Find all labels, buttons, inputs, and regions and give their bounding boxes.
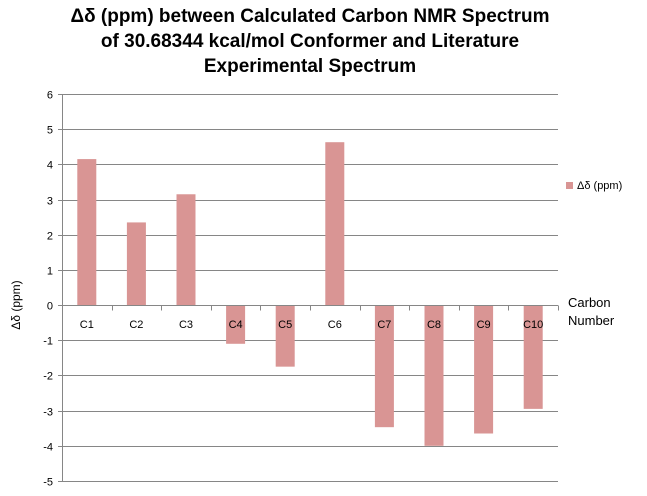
x-tick-label-c4: C4	[229, 319, 243, 331]
y-tick-label: -3	[43, 407, 53, 419]
bar-c5	[275, 305, 295, 367]
y-tick-label: 3	[47, 196, 53, 208]
bar-c6	[325, 142, 345, 306]
y-axis-label: Δδ (ppm)	[9, 280, 23, 329]
x-axis-label-line-1: Carbon	[568, 295, 611, 310]
y-tick-label: 5	[47, 125, 53, 137]
legend: Δδ (ppm)	[566, 180, 622, 192]
labels: 6 5 4 3 2 1 0 -1 -2 -3 -4 -5 C1 C2 C3 C4 C5 C6 C7 C8 C9 C10	[43, 90, 543, 489]
legend-label: Δδ (ppm)	[577, 180, 622, 192]
bar-c7	[374, 305, 394, 428]
chart-title: Δδ (ppm) between Calculated Carbon NMR S…	[0, 4, 620, 79]
y-tick-label: -4	[43, 442, 53, 454]
y-tick-label: 4	[47, 160, 53, 172]
x-tick-label-c10: C10	[523, 319, 543, 331]
y-tick-label: 2	[47, 231, 53, 243]
bar-c8	[424, 305, 444, 446]
x-tick-label-c6: C6	[328, 319, 342, 331]
x-tick-label-c2: C2	[129, 319, 143, 331]
chart-title-line-2: of 30.68344 kcal/mol Conformer and Liter…	[100, 31, 520, 52]
y-tick-label: -2	[43, 371, 53, 383]
y-tick-label: -5	[43, 477, 53, 489]
x-tick-label-c9: C9	[477, 319, 491, 331]
legend-swatch	[566, 182, 573, 189]
x-tick-label-c1: C1	[80, 319, 94, 331]
y-tick-label: 0	[47, 301, 53, 313]
x-tick-label-c8: C8	[427, 319, 441, 331]
chart-title-line-1: Δδ (ppm) between Calculated Carbon NMR S…	[70, 6, 550, 27]
bars	[77, 142, 543, 446]
bar-c10	[523, 305, 543, 409]
y-tick-label: -1	[43, 336, 53, 348]
x-axis-label-line-2: Number	[568, 313, 615, 328]
bar-c2	[126, 222, 146, 306]
bar-c9	[474, 305, 494, 434]
x-tick-label-c7: C7	[377, 319, 391, 331]
chart-title-line-3: Experimental Spectrum	[203, 56, 417, 77]
y-tick-label: 6	[47, 90, 53, 102]
bar-c1	[77, 159, 97, 306]
axes	[58, 94, 559, 482]
bar-c3	[176, 194, 196, 306]
x-tick-label-c3: C3	[179, 319, 193, 331]
y-tick-label: 1	[47, 266, 53, 278]
x-tick-label-c5: C5	[278, 319, 292, 331]
bar-c4	[226, 305, 246, 344]
